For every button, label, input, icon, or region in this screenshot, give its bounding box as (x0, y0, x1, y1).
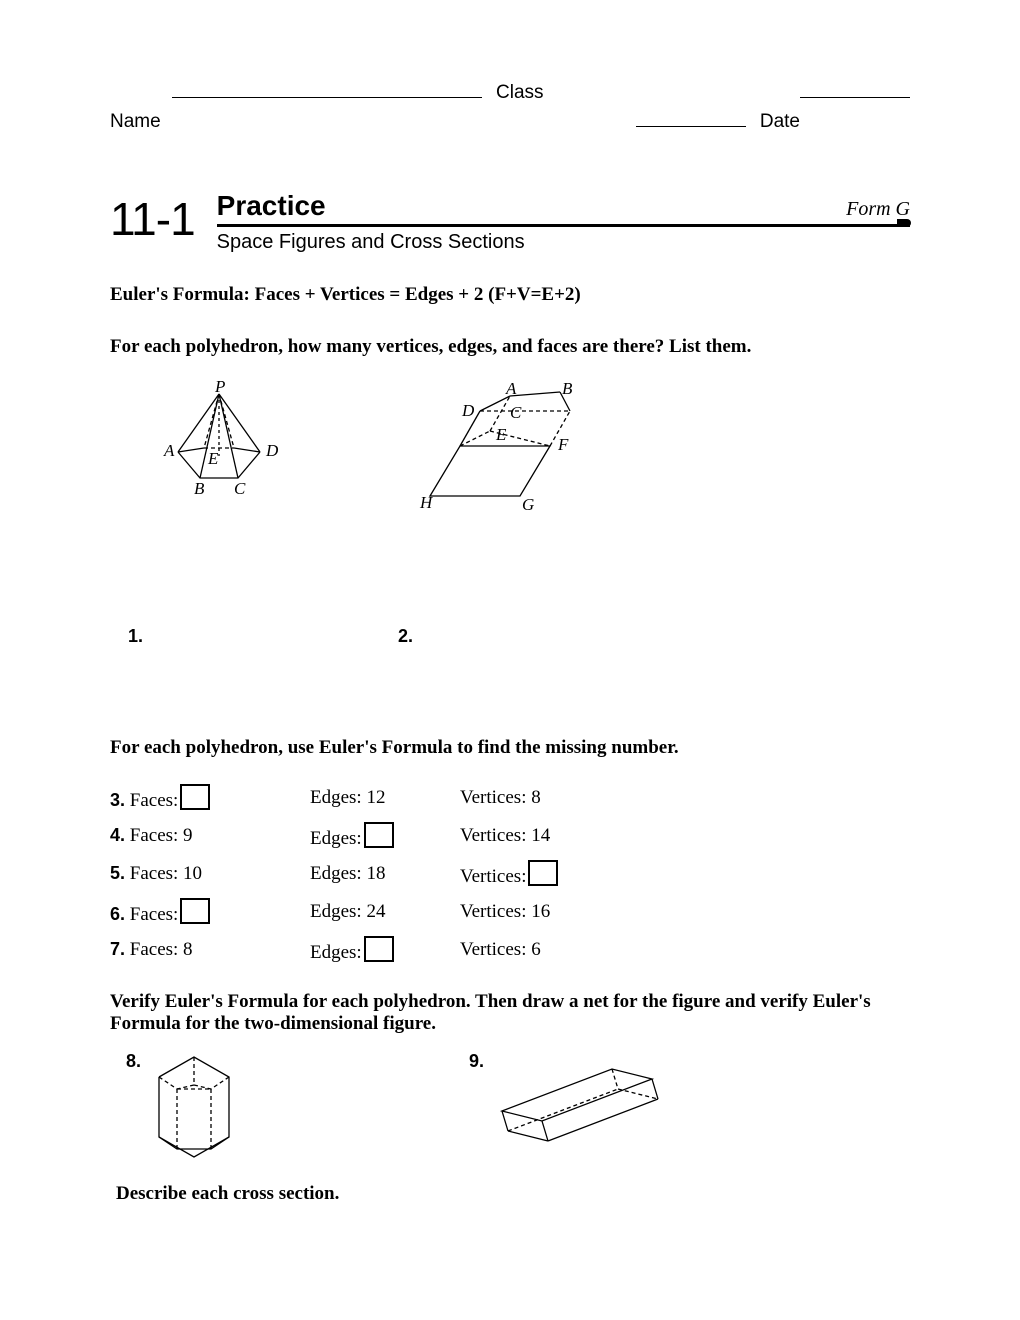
label-C1: C (234, 479, 246, 498)
section-subtitle: Space Figures and Cross Sections (217, 231, 910, 254)
figure-8-block: 8. (126, 1049, 239, 1159)
answer-box[interactable] (364, 936, 394, 962)
instruction-1: For each polyhedron, how many vertices, … (110, 336, 910, 358)
prism-figure: A B C D E F G H (410, 386, 580, 506)
euler-table: 3. Faces: Edges: 12 Vertices: 8 4. Faces… (110, 779, 910, 969)
figures-row-2: 8. 9. (110, 1049, 910, 1159)
date-blank (636, 126, 746, 127)
label-D1: D (265, 441, 279, 460)
header-block: Class Name Date (110, 80, 910, 135)
class-label: Class (496, 80, 544, 107)
label-B1: B (194, 479, 205, 498)
question-1: 1. (128, 626, 398, 647)
label-G2: G (522, 495, 534, 514)
section-right: Practice Form G Space Figures and Cross … (217, 190, 910, 254)
figure-9-block: 9. (469, 1049, 662, 1159)
instruction-3: Verify Euler's Formula for each polyhedr… (110, 991, 910, 1035)
label-A1: A (163, 441, 175, 460)
pyramid-figure: P A B C D E (160, 386, 300, 496)
instruction-2: For each polyhedron, use Euler's Formula… (110, 737, 910, 759)
table-row: 5. Faces: 10 Edges: 18 Vertices: (110, 855, 910, 893)
pentagonal-prism-figure (149, 1049, 239, 1159)
class-blank-trailing (800, 97, 910, 98)
label-C2: C (510, 403, 522, 422)
section-form: Form G (846, 198, 910, 221)
q-numbers-row: 1. 2. (110, 626, 910, 647)
answer-box[interactable] (180, 898, 210, 924)
table-row: 4. Faces: 9 Edges: Vertices: 14 (110, 817, 910, 855)
instruction-4: Describe each cross section. (110, 1183, 910, 1205)
table-row: 6. Faces: Edges: 24 Vertices: 16 (110, 893, 910, 931)
label-P: P (214, 377, 225, 396)
class-blank-leading (172, 97, 482, 98)
label-E2: E (495, 425, 507, 444)
section-title-row: Practice Form G (217, 190, 910, 227)
oblique-prism-figure (492, 1049, 662, 1149)
section-title: Practice (217, 190, 326, 222)
answer-box[interactable] (364, 822, 394, 848)
answer-box[interactable] (180, 784, 210, 810)
label-A2: A (505, 379, 517, 398)
euler-formula-text: Euler's Formula: Faces + Vertices = Edge… (110, 284, 910, 306)
label-F2: F (557, 435, 569, 454)
section-number: 11-1 (110, 196, 195, 242)
header-row-class: Class (110, 80, 910, 107)
label-H2: H (419, 493, 434, 512)
label-E1: E (207, 449, 219, 468)
answer-box[interactable] (528, 860, 558, 886)
date-label: Date (760, 109, 800, 136)
label-B2: B (562, 379, 573, 398)
table-row: 3. Faces: Edges: 12 Vertices: 8 (110, 779, 910, 817)
figures-row-1: P A B C D E A B C D (110, 386, 910, 506)
section-header: 11-1 Practice Form G Space Figures and C… (110, 190, 910, 254)
header-row-name-date: Name Date (110, 109, 910, 136)
table-row: 7. Faces: 8 Edges: Vertices: 6 (110, 931, 910, 969)
worksheet-page: Class Name Date 11-1 Practice Form G Spa… (0, 0, 1020, 1320)
label-D2: D (461, 401, 475, 420)
question-8: 8. (126, 1051, 141, 1072)
name-label: Name (110, 109, 161, 136)
question-2: 2. (398, 626, 413, 647)
question-9: 9. (469, 1051, 484, 1072)
